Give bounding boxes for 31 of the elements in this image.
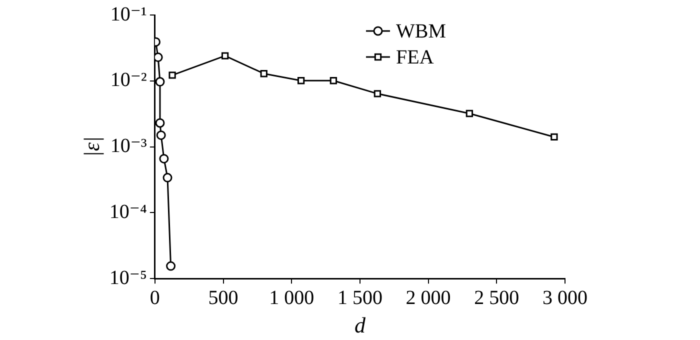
- x-tick-label: 1 500: [337, 286, 382, 309]
- y-tick-label: 10⁻¹: [110, 3, 147, 26]
- point: [260, 70, 268, 78]
- x-tick-label: 0: [150, 286, 160, 309]
- x-tick-label: 500: [208, 286, 238, 309]
- y-tick-label: 10⁻³: [110, 135, 147, 158]
- point: [155, 118, 165, 128]
- x-tick-label: 3 000: [542, 286, 588, 309]
- point: [156, 130, 166, 140]
- point: [297, 77, 305, 84]
- x-axis-title: d: [354, 312, 366, 338]
- legend-label: WBM: [396, 20, 446, 42]
- point: [330, 77, 338, 84]
- x-tick-label: 2 000: [406, 286, 451, 309]
- point: [159, 154, 169, 164]
- point: [154, 52, 163, 62]
- x-tick-label: 1 000: [269, 286, 314, 309]
- point: [374, 90, 382, 98]
- y-axis-title: |ε|: [78, 136, 104, 158]
- point: [162, 172, 172, 182]
- point: [550, 133, 558, 141]
- point: [155, 77, 165, 87]
- point: [166, 261, 176, 271]
- point: [466, 110, 474, 118]
- y-tick-label: 10⁻²: [110, 69, 147, 92]
- y-tick-label: 10⁻⁴: [109, 200, 147, 223]
- y-tick-label: 10⁻⁵: [109, 266, 147, 289]
- point: [168, 72, 176, 79]
- point: [221, 52, 229, 60]
- legend-label: FEA: [396, 46, 434, 68]
- x-tick-label: 2 500: [474, 286, 520, 309]
